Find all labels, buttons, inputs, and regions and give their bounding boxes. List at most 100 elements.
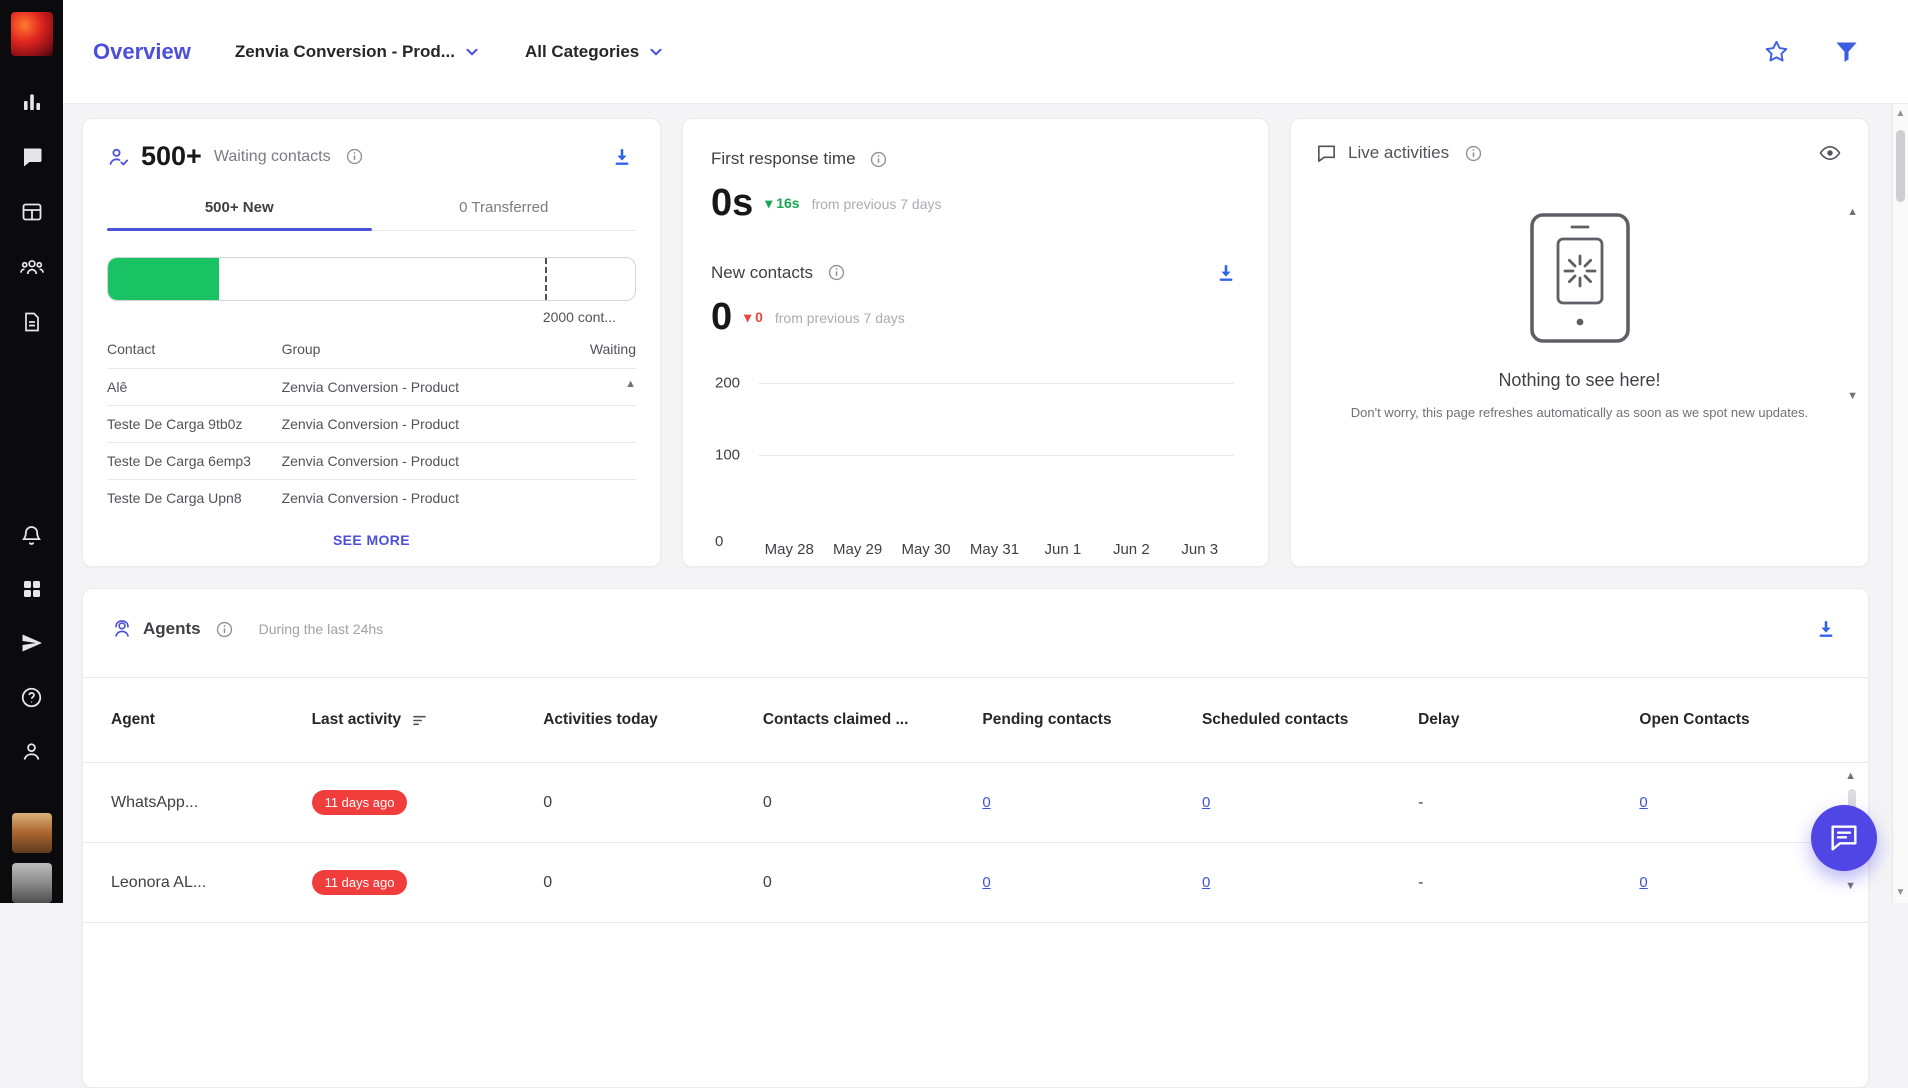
chat-icon	[1831, 825, 1857, 851]
delay-value: -	[1418, 873, 1424, 891]
waiting-contacts-card: 500+ Waiting contacts 500+ New 0 Transfe…	[82, 118, 661, 567]
agents-col-open-contacts[interactable]: Open Contacts	[1639, 711, 1750, 728]
apps-icon[interactable]	[18, 575, 46, 603]
chat-bubble-icon	[1318, 144, 1335, 162]
info-icon[interactable]	[341, 143, 369, 171]
scroll-up-icon[interactable]: ▲	[1895, 108, 1906, 119]
account-dropdown[interactable]: Zenvia Conversion - Prod...	[235, 42, 481, 62]
contact-name: Teste De Carga 9tb0z	[107, 416, 243, 432]
waiting-tabs: 500+ New 0 Transferred	[107, 186, 636, 231]
tab-new[interactable]: 500+ New	[107, 186, 372, 231]
waiting-count: 500+	[141, 141, 202, 171]
download-icon[interactable]	[608, 143, 636, 171]
waiting-contacts-header: 500+ Waiting contacts	[107, 141, 636, 172]
first-response-title: First response time	[711, 149, 856, 168]
agents-col-pending-contacts[interactable]: Pending contacts	[982, 711, 1112, 728]
open-contacts-link[interactable]: 0	[1639, 793, 1648, 811]
filter-funnel-icon[interactable]	[1832, 38, 1860, 66]
favorite-star-icon[interactable]	[1762, 38, 1790, 66]
page-title: Overview	[93, 38, 191, 64]
live-activities-title: Live activities	[1348, 143, 1450, 162]
contact-row[interactable]: Teste De Carga Upn8 Zenvia Conversion - …	[107, 479, 636, 516]
first-response-card: First response time 0s ▾ 16s from previo…	[682, 118, 1269, 567]
chevron-down-icon	[466, 48, 478, 55]
scrollbar-thumb[interactable]	[1896, 130, 1905, 202]
first-response-header: First response time	[711, 145, 1240, 173]
help-icon[interactable]	[18, 683, 46, 711]
contacts-icon[interactable]	[18, 253, 46, 281]
pending-contacts-link[interactable]: 0	[982, 793, 991, 811]
last-activity-badge: 11 days ago	[311, 870, 408, 895]
sidebar-avatars	[11, 813, 52, 903]
download-icon[interactable]	[1212, 259, 1240, 287]
chat-icon[interactable]	[18, 143, 46, 171]
x-tick: Jun 2	[1112, 540, 1150, 558]
empty-state-title: Nothing to see here!	[1498, 370, 1661, 390]
agent-icon	[115, 620, 129, 637]
contact-row[interactable]: Teste De Carga 6emp3 Zenvia Conversion -…	[107, 442, 636, 479]
contact-row[interactable]: Teste De Carga 9tb0z Zenvia Conversion -…	[107, 405, 636, 442]
new-contacts-header: New contacts	[711, 259, 1240, 287]
scroll-down-icon[interactable]: ▼	[1847, 390, 1858, 402]
contact-name: Alê	[107, 379, 128, 395]
chart-x-axis: 0 May 28 May 29 May 30 May 31 Jun 1 Jun …	[715, 533, 1234, 558]
workspace-avatar-1[interactable]	[11, 813, 52, 853]
contacts-claimed-value: 0	[762, 873, 772, 891]
scheduled-contacts-link[interactable]: 0	[1201, 873, 1211, 891]
progress-marker	[545, 258, 548, 300]
agents-col-last-activity[interactable]: Last activity	[312, 711, 544, 729]
agents-header: Agents During the last 24hs	[83, 589, 1868, 677]
open-contacts-link[interactable]: 0	[1639, 873, 1648, 891]
scheduled-contacts-link[interactable]: 0	[1201, 793, 1211, 811]
agents-col-scheduled-contacts[interactable]: Scheduled contacts	[1201, 711, 1349, 728]
agents-table-header: Agent Last activity Activities today Con…	[83, 677, 1868, 763]
agent-name: WhatsApp...	[111, 793, 199, 811]
app-logo[interactable]	[10, 12, 53, 56]
reports-icon[interactable]	[18, 308, 46, 336]
scroll-up-icon[interactable]: ▲	[1847, 206, 1858, 218]
agents-col-delay[interactable]: Delay	[1418, 711, 1460, 728]
categories-dropdown[interactable]: All Categories	[525, 42, 665, 62]
x-tick: May 29	[833, 540, 883, 558]
sidebar-nav-secondary	[18, 521, 46, 765]
sort-icon	[413, 715, 426, 725]
topbar-actions	[1762, 38, 1878, 66]
last-activity-badge: 11 days ago	[311, 790, 408, 815]
info-icon[interactable]	[822, 259, 850, 287]
analytics-icon[interactable]	[18, 88, 46, 116]
page-scrollbar[interactable]: ▲ ▼	[1892, 104, 1908, 903]
cards-row: 500+ Waiting contacts 500+ New 0 Transfe…	[82, 118, 1869, 567]
agents-col-contacts-claimed[interactable]: Contacts claimed ...	[762, 711, 909, 728]
download-icon[interactable]	[1812, 615, 1840, 643]
send-icon[interactable]	[18, 629, 46, 657]
workspace-avatar-2[interactable]	[11, 863, 52, 903]
support-chat-fab[interactable]	[1811, 805, 1877, 871]
info-icon[interactable]	[211, 615, 239, 643]
tab-transferred[interactable]: 0 Transferred	[372, 186, 637, 230]
info-icon[interactable]	[865, 145, 893, 173]
x-tick: May 30	[901, 540, 951, 558]
scroll-up-icon[interactable]: ▲	[625, 378, 636, 390]
info-icon[interactable]	[1459, 139, 1487, 167]
account-dropdown-label: Zenvia Conversion - Prod...	[234, 41, 455, 61]
see-more-link[interactable]: SEE MORE	[332, 532, 411, 548]
pending-contacts-link[interactable]: 0	[982, 873, 991, 891]
contact-row[interactable]: Alê Zenvia Conversion - Product	[107, 368, 636, 405]
contact-group: Zenvia Conversion - Product	[281, 416, 459, 432]
agents-col-agent[interactable]: Agent	[111, 711, 155, 728]
eye-icon[interactable]	[1816, 139, 1844, 167]
scroll-down-icon[interactable]: ▼	[1895, 887, 1906, 898]
notifications-icon[interactable]	[18, 521, 46, 549]
x-tick: Jun 3	[1181, 540, 1219, 558]
contacts-claimed-value: 0	[762, 793, 772, 811]
progress-fill	[108, 258, 219, 300]
y-tick-zero: 0	[715, 532, 724, 550]
sidebar-nav-primary	[18, 88, 46, 336]
table-icon[interactable]	[18, 198, 46, 226]
scroll-down-icon[interactable]: ▼	[1845, 880, 1856, 892]
activities-today-value: 0	[543, 873, 553, 891]
sidebar	[0, 0, 63, 903]
scroll-up-icon[interactable]: ▲	[1845, 770, 1856, 782]
agents-col-activities-today[interactable]: Activities today	[543, 711, 658, 728]
account-icon[interactable]	[18, 737, 46, 765]
